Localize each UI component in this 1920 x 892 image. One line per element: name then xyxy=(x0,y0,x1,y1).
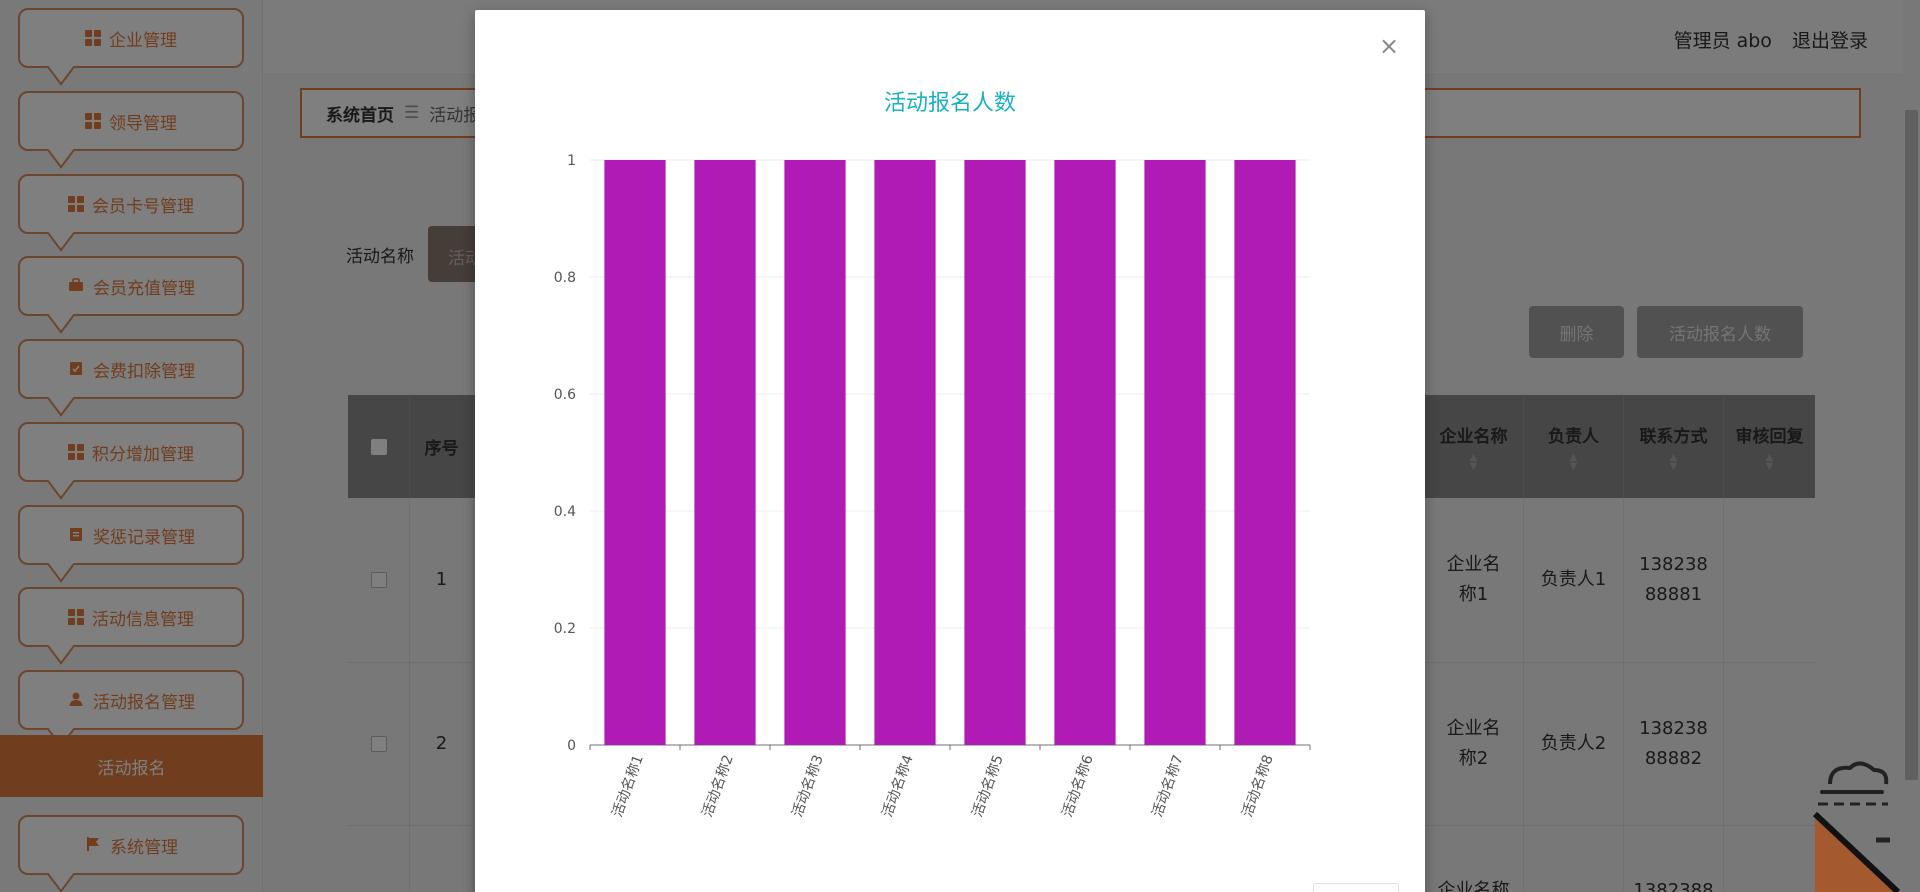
close-icon[interactable]: × xyxy=(1378,32,1400,60)
y-tick-label: 1 xyxy=(567,153,576,169)
x-tick-label: 活动名称2 xyxy=(700,753,737,819)
x-tick-label: 活动名称1 xyxy=(610,753,647,819)
x-tick-label: 活动名称6 xyxy=(1060,753,1097,820)
x-tick-label: 活动名称4 xyxy=(880,753,917,820)
signup-count-chart: 0 0.2 0.4 0.6 0.8 1 活动名称1 活动名称2 活动名称3 活动名称4 活动名称5 活… xyxy=(554,153,1311,820)
y-tick-label: 0.8 xyxy=(554,270,576,286)
chart-bar[interactable] xyxy=(964,160,1026,745)
chart-bar[interactable] xyxy=(874,160,936,745)
chart-bar[interactable] xyxy=(1144,160,1206,745)
x-tick-label: 活动名称5 xyxy=(970,753,1007,819)
y-tick-label: 0 xyxy=(567,738,576,754)
y-tick-label: 0.4 xyxy=(554,504,576,520)
x-tick-label: 活动名称3 xyxy=(790,753,827,819)
y-tick-label: 0.2 xyxy=(554,621,576,637)
chart-bar[interactable] xyxy=(694,160,756,745)
y-tick-label: 0.6 xyxy=(554,387,576,403)
modal-footer-button[interactable] xyxy=(1313,883,1399,892)
x-tick-label: 活动名称8 xyxy=(1240,753,1277,819)
chart-bar[interactable] xyxy=(1234,160,1296,745)
x-tick-label: 活动名称7 xyxy=(1150,753,1187,819)
decoration-cloud-icon xyxy=(1812,761,1900,892)
chart-bar[interactable] xyxy=(604,160,666,745)
chart-modal: × 活动报名人数 0 0.2 0.4 0.6 0.8 1 活动名称1 活动名称2 活动名称3 活动… xyxy=(475,10,1425,892)
chart-bar[interactable] xyxy=(784,160,846,745)
chart-bar[interactable] xyxy=(1054,160,1116,745)
chart-title: 活动报名人数 xyxy=(883,91,1016,116)
